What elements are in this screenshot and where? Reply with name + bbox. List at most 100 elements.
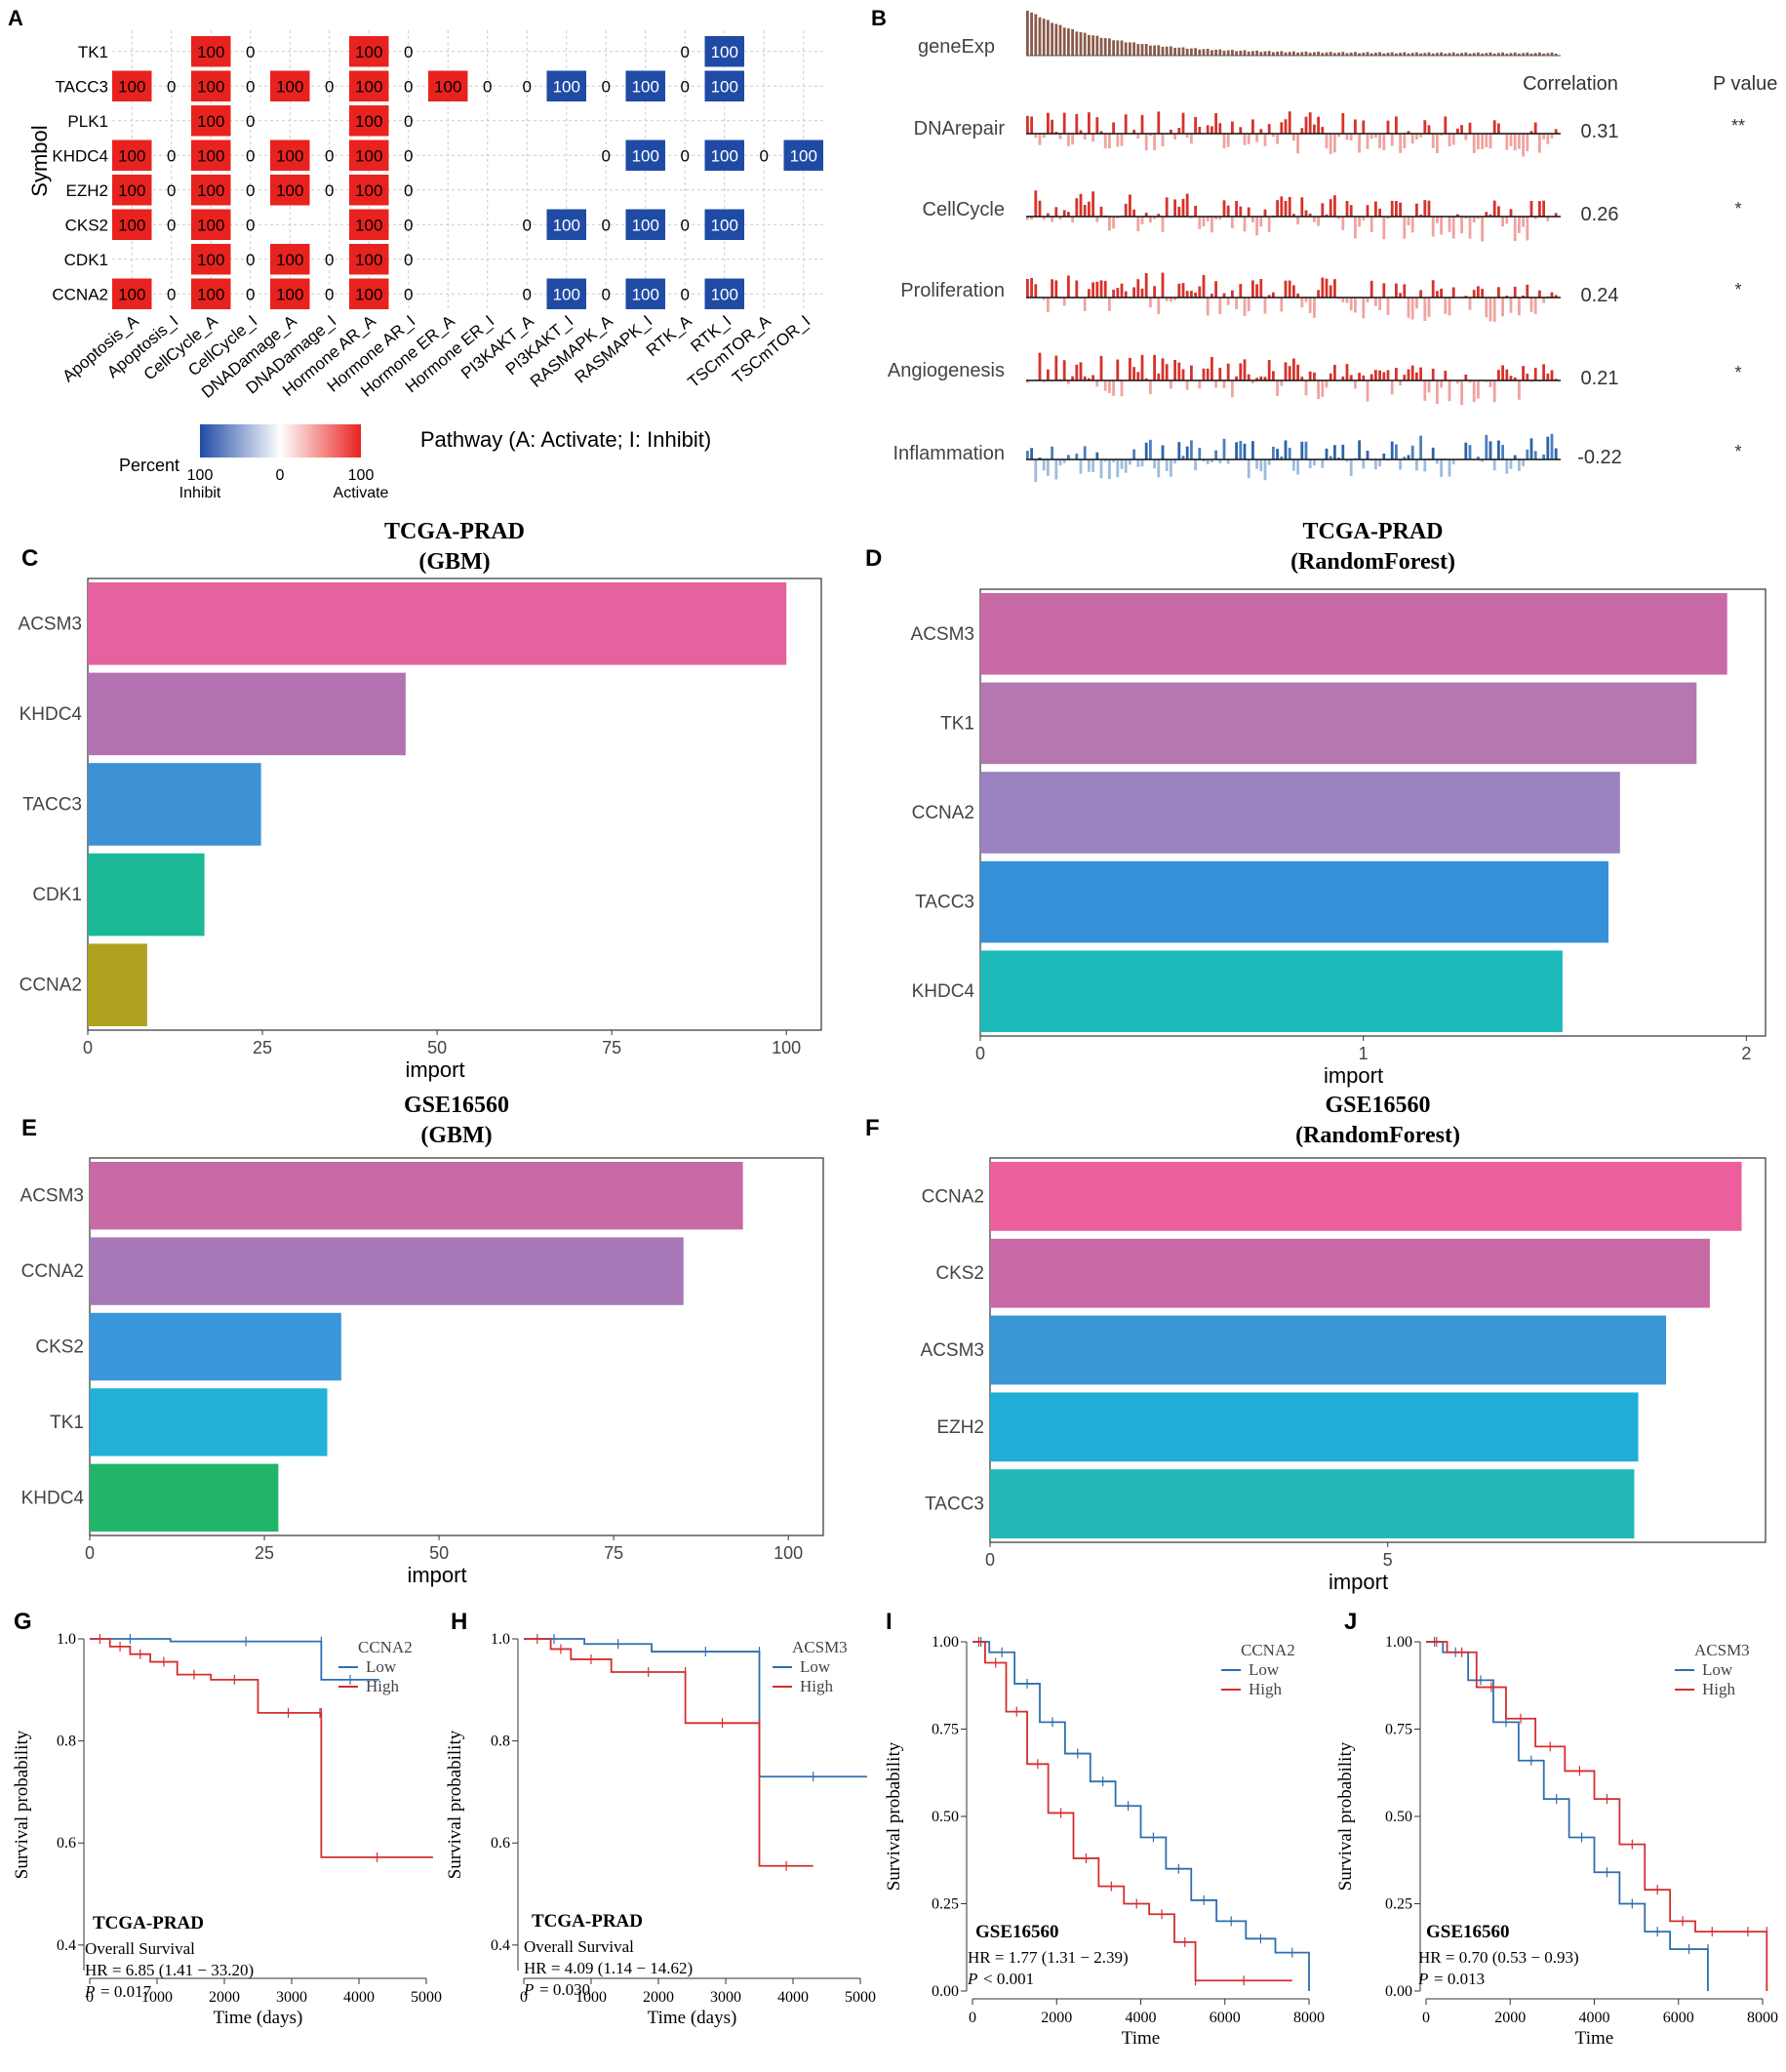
heatmap-cell — [546, 70, 586, 101]
x-tick-label: 2000 — [209, 1989, 240, 2006]
pathway-bar — [1505, 369, 1509, 380]
pathway-bar — [1485, 298, 1488, 318]
pathway-bar — [1399, 134, 1402, 153]
pathway-bar — [1132, 209, 1135, 217]
x-tick-label: 1 — [1359, 1044, 1369, 1063]
pathway-bar — [1538, 290, 1541, 298]
pathway-bar — [1304, 210, 1308, 217]
pathway-bar — [1251, 119, 1254, 134]
heatmap-row-label: CDK1 — [64, 251, 108, 269]
geneexp-bar — [1194, 48, 1197, 56]
pathway-bar — [1276, 134, 1279, 144]
pathway-bar — [1144, 442, 1148, 459]
chart-title: GSE16560 — [1325, 1093, 1430, 1118]
geneexp-bar — [1222, 50, 1226, 56]
pathway-bar — [1231, 121, 1234, 134]
heatmap-cell-label: 0 — [602, 285, 611, 303]
pathway-bar — [1108, 217, 1111, 231]
geneexp-bar — [1091, 35, 1094, 56]
pathway-bar — [1427, 298, 1431, 318]
category-label: KHDC4 — [21, 1488, 85, 1508]
pathway-bar — [1407, 131, 1410, 134]
x-axis-label: import — [1324, 1063, 1383, 1088]
pathway-bar — [1296, 134, 1299, 154]
heatmap-cell-label: 0 — [167, 146, 176, 165]
pathway-bar — [1026, 278, 1029, 298]
geneexp-bar — [1345, 53, 1349, 56]
x-tick-label: 50 — [429, 1543, 449, 1563]
pathway-bar — [1522, 459, 1525, 466]
geneexp-bar — [1300, 52, 1304, 56]
pathway-bar — [1341, 217, 1345, 230]
category-label: ACSM3 — [19, 614, 82, 634]
pathway-bar — [1386, 120, 1390, 134]
pathway-bar — [1288, 111, 1291, 134]
geneexp-bar — [1124, 42, 1128, 56]
legend-title: ACSM3 — [792, 1638, 848, 1656]
x-tick-label: 0 — [969, 2010, 976, 2026]
panel-g-km: 0 1000 2000 3000 4000 5000 1.0 0.8 0.6 0.4 Surviva… — [12, 1631, 442, 2028]
heatmap-cell-label: 100 — [276, 77, 303, 96]
pathway-bar — [1550, 292, 1554, 298]
heatmap-cell-label: 0 — [325, 285, 334, 303]
pathway-bar — [1231, 380, 1234, 398]
pathway-bar — [1488, 134, 1492, 149]
heatmap-cell — [270, 278, 310, 309]
y-tick-label: 0.00 — [932, 1983, 959, 2000]
pathway-bar — [1129, 357, 1131, 380]
panel-letter-i: I — [886, 1609, 893, 1635]
pathway-bar — [1026, 451, 1029, 459]
x-tick-label: 25 — [253, 1038, 272, 1057]
heatmap-cell-label: 100 — [711, 285, 738, 303]
bar — [88, 582, 787, 665]
p-value: < 0.001 — [983, 1970, 1034, 1988]
geneexp-bar — [1251, 51, 1254, 56]
bar — [90, 1162, 743, 1230]
heatmap-legend-title: Percent — [119, 456, 179, 475]
geneexp-bar — [1239, 50, 1243, 56]
pathway-bar — [1042, 217, 1046, 220]
geneexp-bar — [1444, 53, 1448, 56]
heatmap-cell — [270, 244, 310, 275]
heatmap-cell — [546, 209, 586, 240]
p-value: = 0.013 — [1434, 1970, 1485, 1988]
pathway-bar — [1358, 217, 1361, 227]
x-tick-label: 3000 — [710, 1989, 741, 2006]
pathway-bar — [1099, 206, 1103, 217]
heatmap-row-labels: TK1 TACC3 PLK1 KHDC4 EZH2 CKS2 CDK1 CCNA2 — [52, 43, 108, 304]
pathway-bar — [1144, 134, 1148, 151]
pathway-bar — [1255, 459, 1258, 469]
pathway-bar — [1255, 134, 1258, 142]
pathway-bar — [1075, 364, 1079, 380]
pvalue-stars: ** — [1731, 116, 1745, 136]
heatmap-cell-label: 100 — [632, 146, 659, 165]
pathway-bar — [1313, 298, 1316, 318]
category-label: KHDC4 — [912, 981, 975, 1002]
geneexp-bar — [1173, 48, 1176, 56]
geneexp-bar — [1083, 32, 1087, 56]
y-tick-label: 1.00 — [1385, 1634, 1412, 1651]
pathway-bar — [1185, 380, 1189, 390]
pathway-bar — [1505, 134, 1509, 150]
heatmap-cell — [191, 105, 231, 137]
pathway-bar — [1329, 134, 1332, 154]
pathway-bar — [1116, 134, 1120, 147]
heatmap-cell — [349, 278, 389, 309]
geneexp-bar — [1075, 31, 1079, 56]
cohort-label: GSE16560 — [975, 1922, 1059, 1942]
geneexp-bar — [1108, 38, 1111, 56]
x-tick-label: 75 — [604, 1543, 623, 1563]
pathway-bar — [1533, 451, 1537, 459]
pathway-bar — [1214, 450, 1217, 459]
pathway-bar — [1505, 296, 1509, 298]
geneexp-bar — [1103, 38, 1107, 56]
pathway-bar — [1374, 298, 1377, 306]
pathway-bar — [1165, 364, 1169, 380]
pathway-bar — [1051, 446, 1053, 459]
geneexp-bar — [1292, 51, 1295, 56]
legend-label: Low — [366, 1657, 397, 1676]
heatmap-cell-label: 100 — [355, 251, 382, 269]
pathway-bar — [1497, 440, 1500, 459]
pathway-bar — [1067, 455, 1070, 459]
pathway-bar — [1410, 217, 1414, 233]
